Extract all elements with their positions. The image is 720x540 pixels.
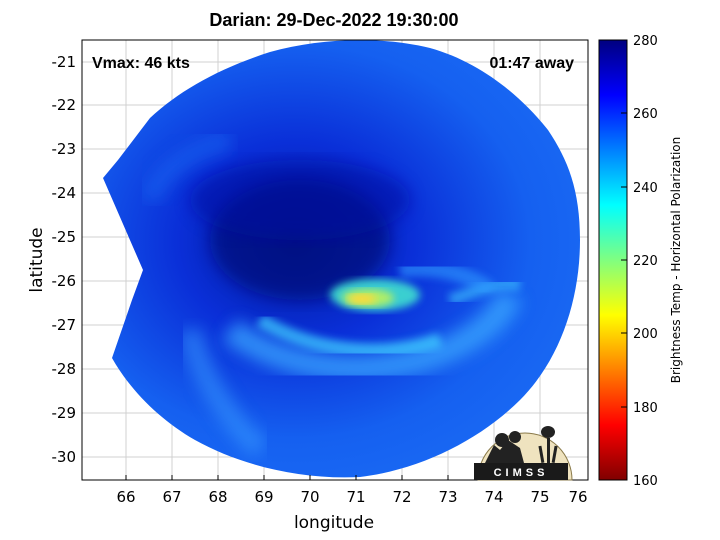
time-offset-annotation: 01:47 away [489, 55, 574, 72]
x-tick-label: 73 [438, 488, 457, 506]
y-tick-label: -22 [52, 96, 77, 114]
y-tick-label: -28 [52, 360, 77, 378]
vmax-annotation: Vmax: 46 kts [92, 55, 190, 72]
colorbar-tick-label: 160 [633, 474, 658, 489]
x-tick-label: 69 [254, 488, 273, 506]
y-tick-label: -30 [52, 448, 77, 466]
cimss-logo: CIMSS [474, 426, 573, 481]
y-tick-label: -25 [52, 228, 77, 246]
y-tick-label: -21 [52, 53, 77, 71]
y-tick-label: -29 [52, 404, 77, 422]
colorbar-tick-label: 240 [633, 181, 658, 196]
y-tick-label: -27 [52, 316, 77, 334]
y-tick-label: -23 [52, 140, 77, 158]
colorbar-tick-label: 280 [633, 34, 658, 49]
x-tick-label: 67 [162, 488, 181, 506]
x-tick-label: 75 [530, 488, 549, 506]
x-tick-label: 68 [208, 488, 227, 506]
x-tick-labels: 66 67 68 69 70 71 72 73 74 75 76 [116, 488, 587, 506]
y-tick-label: -24 [52, 184, 77, 202]
x-tick-label: 72 [392, 488, 411, 506]
colorbar-tick-label: 220 [633, 254, 658, 269]
x-tick-label: 71 [346, 488, 365, 506]
y-tick-label: -26 [52, 272, 77, 290]
map-title: Darian: 29-Dec-2022 19:30:00 [209, 10, 459, 30]
brightness-temp-swath [103, 40, 580, 478]
y-tick-labels: -21 -22 -23 -24 -25 -26 -27 -28 -29 -30 [52, 53, 77, 466]
x-axis-title: longitude [294, 513, 374, 533]
colorbar-tick-label: 200 [633, 327, 658, 342]
y-axis-title: latitude [27, 227, 47, 292]
x-tick-label: 66 [116, 488, 135, 506]
colorbar: 280 260 240 220 200 180 160 Brightness T… [598, 34, 683, 489]
x-tick-label: 76 [568, 488, 587, 506]
colorbar-title: Brightness Temp - Horizontal Polarizatio… [669, 137, 683, 384]
logo-text: CIMSS [494, 467, 549, 479]
x-tick-label: 74 [484, 488, 503, 506]
x-tick-label: 70 [300, 488, 319, 506]
colorbar-tick-label: 180 [633, 401, 658, 416]
colorbar-tick-label: 260 [633, 107, 658, 122]
